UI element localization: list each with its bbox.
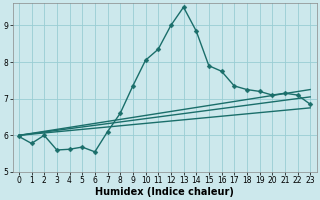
X-axis label: Humidex (Indice chaleur): Humidex (Indice chaleur) <box>95 187 234 197</box>
